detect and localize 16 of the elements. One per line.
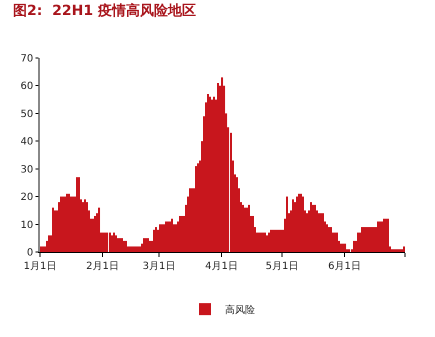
y-tick-label: 40	[20, 136, 34, 148]
x-tick-label: 1月1日	[24, 261, 56, 272]
y-tick-label: 0	[26, 248, 34, 258]
x-tick-label: 3月1日	[142, 261, 176, 272]
y-tick-label: 70	[20, 54, 34, 64]
y-tick-label: 50	[20, 108, 34, 120]
x-tick-label: 2月1日	[86, 261, 119, 272]
x-tick-label: 4月1日	[205, 261, 238, 272]
y-tick-label: 20	[20, 192, 34, 204]
y-tick-label: 10	[20, 220, 34, 231]
x-tick-label: 6月1日	[328, 261, 361, 272]
x-tick-label: 5月1日	[266, 261, 298, 272]
y-tick-label: 60	[20, 81, 34, 92]
y-tick-label: 30	[20, 164, 34, 176]
legend-label: 高风险	[225, 304, 255, 316]
chart-title: 图2: 22H1 疫情高风险地区	[13, 2, 196, 19]
